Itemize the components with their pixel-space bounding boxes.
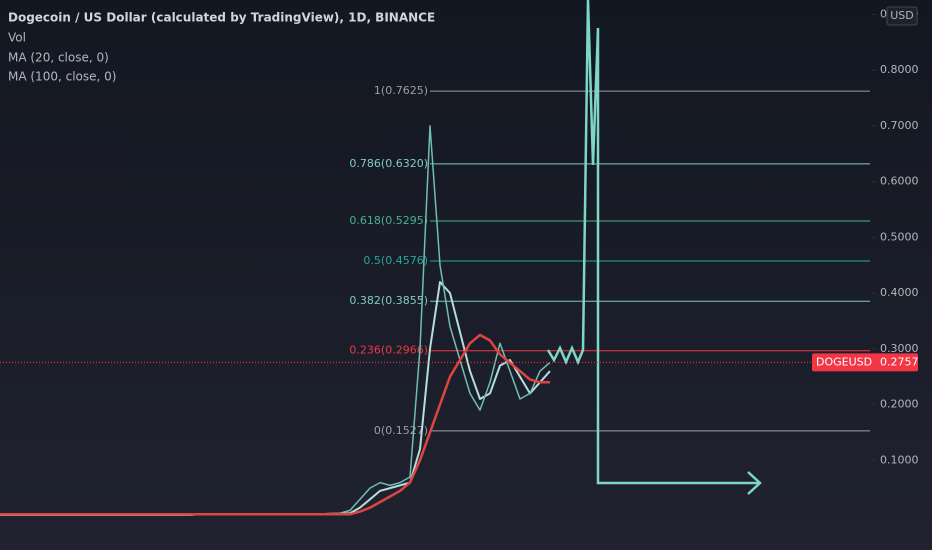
series-line: [0, 333, 550, 516]
y-tick-label: 0.1000: [880, 453, 919, 466]
projection-drawing: [546, 0, 762, 495]
fib-label: 0.382(0.3855): [349, 294, 428, 307]
fib-label: 0.786(0.6320): [349, 157, 428, 170]
fib-label: 0.236(0.2966): [349, 344, 428, 357]
y-tick-label: 0.4000: [880, 286, 919, 299]
fib-label: 0.618(0.5295): [349, 214, 428, 227]
y-tick-label: 0.2000: [880, 398, 919, 411]
chart-title: Dogecoin / US Dollar (calculated by Trad…: [8, 11, 435, 25]
last-price-name: DOGEUSD: [816, 355, 872, 368]
unit-label: USD: [890, 9, 914, 22]
y-tick-label: 0.3000: [880, 342, 919, 355]
fib-label: 0(0.1527): [374, 424, 428, 437]
fib-label: 1(0.7625): [374, 84, 428, 97]
fib-label: 0.5(0.4576): [363, 254, 428, 267]
legend-item: MA (20, close, 0): [8, 51, 109, 65]
legend-item: MA (100, close, 0): [8, 70, 116, 84]
y-tick-label: 0.6000: [880, 175, 919, 188]
study-legend: Vol: [8, 31, 26, 45]
y-tick-label: 0.5000: [880, 230, 919, 243]
unit-box: [886, 6, 918, 26]
y-tick-label: 0.8000: [880, 63, 919, 76]
last-price-box: [812, 353, 918, 372]
y-tick-label: 0.7000: [880, 119, 919, 132]
last-price-value: 0.2757: [880, 355, 919, 368]
